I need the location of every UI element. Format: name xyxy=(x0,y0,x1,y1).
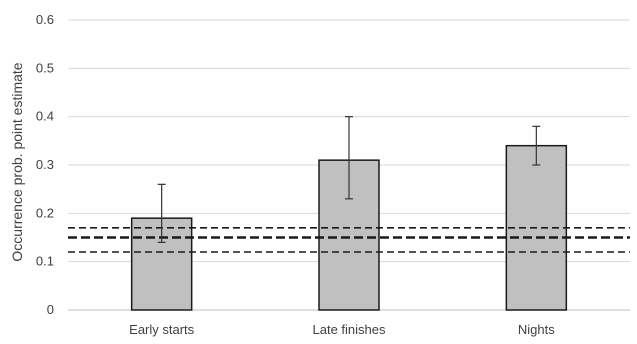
y-tick-label: 0.3 xyxy=(36,157,54,172)
error-bars-layer xyxy=(157,116,541,243)
y-tick-label: 0.4 xyxy=(36,109,54,124)
y-axis-title: Occurrence prob. point estimate xyxy=(9,62,25,261)
y-tick-label: 0.6 xyxy=(36,12,54,27)
x-tick-labels: Early starts Late finishes Nights xyxy=(129,322,555,337)
x-tick-label: Early starts xyxy=(129,322,195,337)
x-tick-label: Nights xyxy=(518,322,555,337)
y-tick-label: 0.1 xyxy=(36,254,54,269)
y-tick-label: 0.5 xyxy=(36,60,54,75)
x-tick-label: Late finishes xyxy=(313,322,386,337)
y-tick-label: 0.2 xyxy=(36,205,54,220)
y-tick-label: 0 xyxy=(47,302,54,317)
y-tick-labels: 0 0.1 0.2 0.3 0.4 0.5 0.6 xyxy=(36,12,54,317)
